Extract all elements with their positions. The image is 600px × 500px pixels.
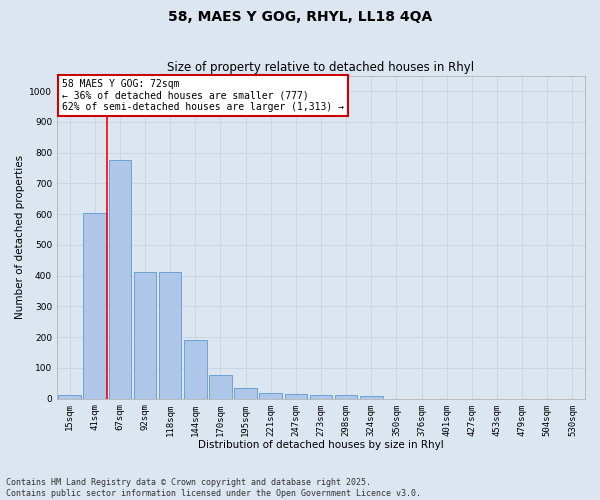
Text: 58 MAES Y GOG: 72sqm
← 36% of detached houses are smaller (777)
62% of semi-deta: 58 MAES Y GOG: 72sqm ← 36% of detached h… [62, 79, 344, 112]
Bar [58, 394, 81, 398]
Bar [259, 392, 282, 398]
Bar [83, 212, 106, 398]
Y-axis label: Number of detached properties: Number of detached properties [15, 155, 25, 320]
Bar [234, 388, 257, 398]
Text: 58, MAES Y GOG, RHYL, LL18 4QA: 58, MAES Y GOG, RHYL, LL18 4QA [168, 10, 432, 24]
Bar [159, 272, 181, 398]
Bar [284, 394, 307, 398]
Bar [134, 272, 157, 398]
Bar [109, 160, 131, 398]
Text: Contains HM Land Registry data © Crown copyright and database right 2025.
Contai: Contains HM Land Registry data © Crown c… [6, 478, 421, 498]
Bar [209, 374, 232, 398]
Bar [360, 396, 383, 398]
Bar [335, 394, 358, 398]
X-axis label: Distribution of detached houses by size in Rhyl: Distribution of detached houses by size … [198, 440, 444, 450]
Bar [184, 340, 206, 398]
Bar [310, 394, 332, 398]
Title: Size of property relative to detached houses in Rhyl: Size of property relative to detached ho… [167, 62, 475, 74]
